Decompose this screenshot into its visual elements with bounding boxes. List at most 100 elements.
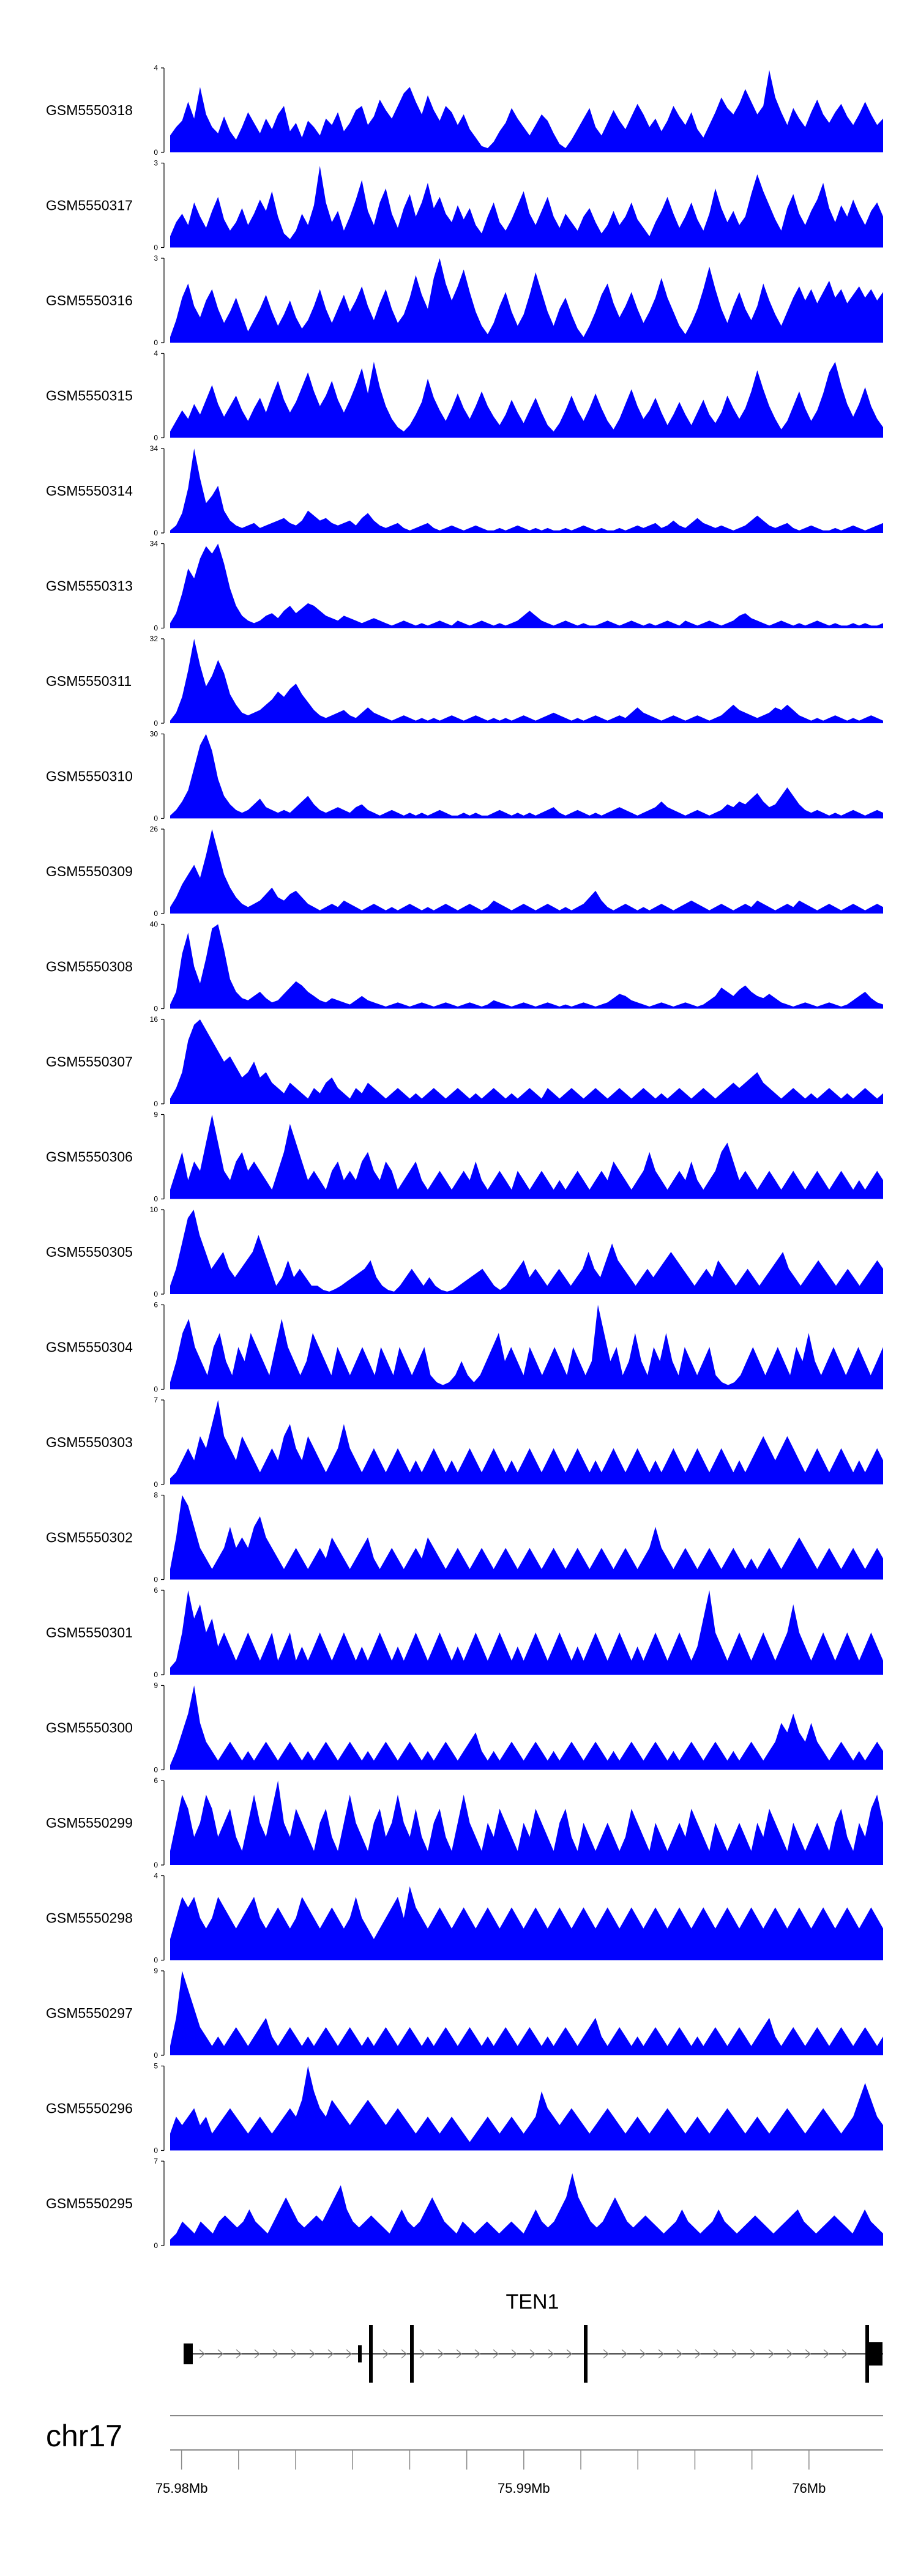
- coverage-area: [170, 1210, 883, 1294]
- strand-arrow: [823, 2349, 830, 2359]
- coverage-track: 5 0 GSM5550296: [46, 2062, 883, 2155]
- y-axis-zero-label: 0: [154, 719, 158, 728]
- strand-arrow: [731, 2349, 738, 2359]
- strand-arrow: [768, 2349, 775, 2359]
- strand-arrow: [474, 2349, 481, 2359]
- track-label: GSM5550309: [46, 863, 133, 879]
- y-axis-zero-label: 0: [154, 1480, 158, 1489]
- y-axis-zero-label: 0: [154, 1290, 158, 1298]
- gene-exon-6: [865, 2325, 869, 2383]
- coverage-track: 9 0 GSM5550300: [46, 1681, 883, 1774]
- coverage-area: [170, 1971, 883, 2055]
- y-axis-max-label: 3: [154, 159, 158, 168]
- y-axis-zero-label: 0: [154, 909, 158, 918]
- track-label: GSM5550306: [46, 1149, 133, 1165]
- coverage-area: [170, 70, 883, 152]
- strand-arrow: [511, 2349, 518, 2359]
- coverage-track: 6 0 GSM5550299: [46, 1776, 883, 1869]
- track-label: GSM5550305: [46, 1244, 133, 1260]
- track-label: GSM5550314: [46, 483, 133, 499]
- coverage-area: [170, 1019, 883, 1104]
- coverage-track: 40 0 GSM5550308: [46, 920, 883, 1013]
- strand-arrow: [713, 2349, 720, 2359]
- y-axis-max-label: 9: [154, 1967, 158, 1975]
- coverage-area: [170, 1781, 883, 1865]
- strand-arrow: [309, 2349, 316, 2359]
- y-axis-max-label: 32: [150, 635, 159, 643]
- coverage-track: 30 0 GSM5550310: [46, 730, 883, 823]
- y-axis-max-label: 4: [154, 64, 158, 72]
- track-label: GSM5550301: [46, 1625, 133, 1640]
- coverage-track: 7 0 GSM5550303: [46, 1396, 883, 1489]
- y-axis-zero-label: 0: [154, 1100, 158, 1108]
- coverage-area: [170, 1400, 883, 1484]
- y-axis-zero-label: 0: [154, 2146, 158, 2155]
- y-axis-max-label: 6: [154, 1776, 158, 1785]
- gene-track: TEN1: [184, 2290, 883, 2383]
- strand-arrow: [199, 2349, 206, 2359]
- x-axis-tick-label: 76Mb: [792, 2481, 826, 2496]
- track-label: GSM5550317: [46, 198, 133, 214]
- strand-arrow: [640, 2349, 646, 2359]
- strand-arrow: [658, 2349, 665, 2359]
- coverage-track: 6 0 GSM5550304: [46, 1301, 883, 1394]
- coverage-tracks: 40GSM555031830GSM555031730GSM555031640GS…: [46, 64, 883, 2250]
- y-axis-zero-label: 0: [154, 434, 158, 442]
- y-axis-max-label: 34: [150, 540, 159, 548]
- coverage-area: [170, 1685, 883, 1770]
- y-axis-zero-label: 0: [154, 1766, 158, 1774]
- y-axis-zero-label: 0: [154, 1670, 158, 1679]
- y-axis-max-label: 26: [150, 825, 159, 833]
- y-axis-max-label: 6: [154, 1301, 158, 1309]
- coverage-area: [170, 639, 883, 723]
- y-axis-max-label: 34: [150, 444, 159, 453]
- strand-arrow: [786, 2349, 793, 2359]
- strand-arrow: [236, 2349, 242, 2359]
- y-axis-max-label: 30: [150, 730, 159, 739]
- coverage-track: 16 0 GSM5550307: [46, 1015, 883, 1108]
- coverage-track: 7 0 GSM5550295: [46, 2157, 883, 2250]
- strand-arrow: [438, 2349, 444, 2359]
- y-axis-max-label: 9: [154, 1111, 158, 1119]
- coverage-track: 8 0 GSM5550302: [46, 1491, 883, 1584]
- strand-arrow: [621, 2349, 628, 2359]
- strand-arrow: [382, 2349, 389, 2359]
- gene-exon-5: [584, 2325, 588, 2383]
- y-axis-max-label: 3: [154, 254, 158, 262]
- track-label: GSM5550308: [46, 959, 133, 975]
- track-label: GSM5550303: [46, 1434, 133, 1450]
- strand-arrow: [272, 2349, 279, 2359]
- track-label: GSM5550313: [46, 578, 133, 594]
- y-axis-max-label: 16: [150, 1015, 159, 1024]
- coverage-area: [170, 1590, 883, 1675]
- coverage-track: 34 0 GSM5550313: [46, 540, 883, 633]
- strand-arrow: [291, 2349, 297, 2359]
- track-label: GSM5550318: [46, 102, 133, 118]
- y-axis-zero-label: 0: [154, 2051, 158, 2060]
- y-axis-zero-label: 0: [154, 338, 158, 347]
- track-label: GSM5550310: [46, 769, 133, 784]
- y-axis-max-label: 7: [154, 2157, 158, 2165]
- strand-arrow: [548, 2349, 554, 2359]
- y-axis-zero-label: 0: [154, 1005, 158, 1013]
- coverage-area: [170, 1886, 883, 1960]
- strand-arrow: [603, 2349, 610, 2359]
- coverage-area: [170, 543, 883, 628]
- gene-exon-4: [410, 2325, 414, 2383]
- coverage-track: 10 0 GSM5550305: [46, 1205, 883, 1298]
- y-axis-zero-label: 0: [154, 148, 158, 157]
- genome-axis-ticks: 75.98Mb 75.99Mb 76Mb: [155, 2450, 826, 2496]
- track-label: GSM5550304: [46, 1339, 133, 1355]
- coverage-area: [170, 449, 883, 533]
- coverage-track: 6 0 GSM5550301: [46, 1586, 883, 1679]
- track-label: GSM5550295: [46, 2195, 133, 2211]
- strand-arrow: [842, 2349, 848, 2359]
- track-label: GSM5550298: [46, 1910, 133, 1926]
- track-label: GSM5550297: [46, 2005, 133, 2021]
- strand-arrow: [419, 2349, 426, 2359]
- gene-exon-7: [869, 2342, 883, 2366]
- coverage-track: 4 0 GSM5550315: [46, 349, 883, 442]
- coverage-track: 9 0 GSM5550306: [46, 1111, 883, 1204]
- coverage-track: 9 0 GSM5550297: [46, 1967, 883, 2060]
